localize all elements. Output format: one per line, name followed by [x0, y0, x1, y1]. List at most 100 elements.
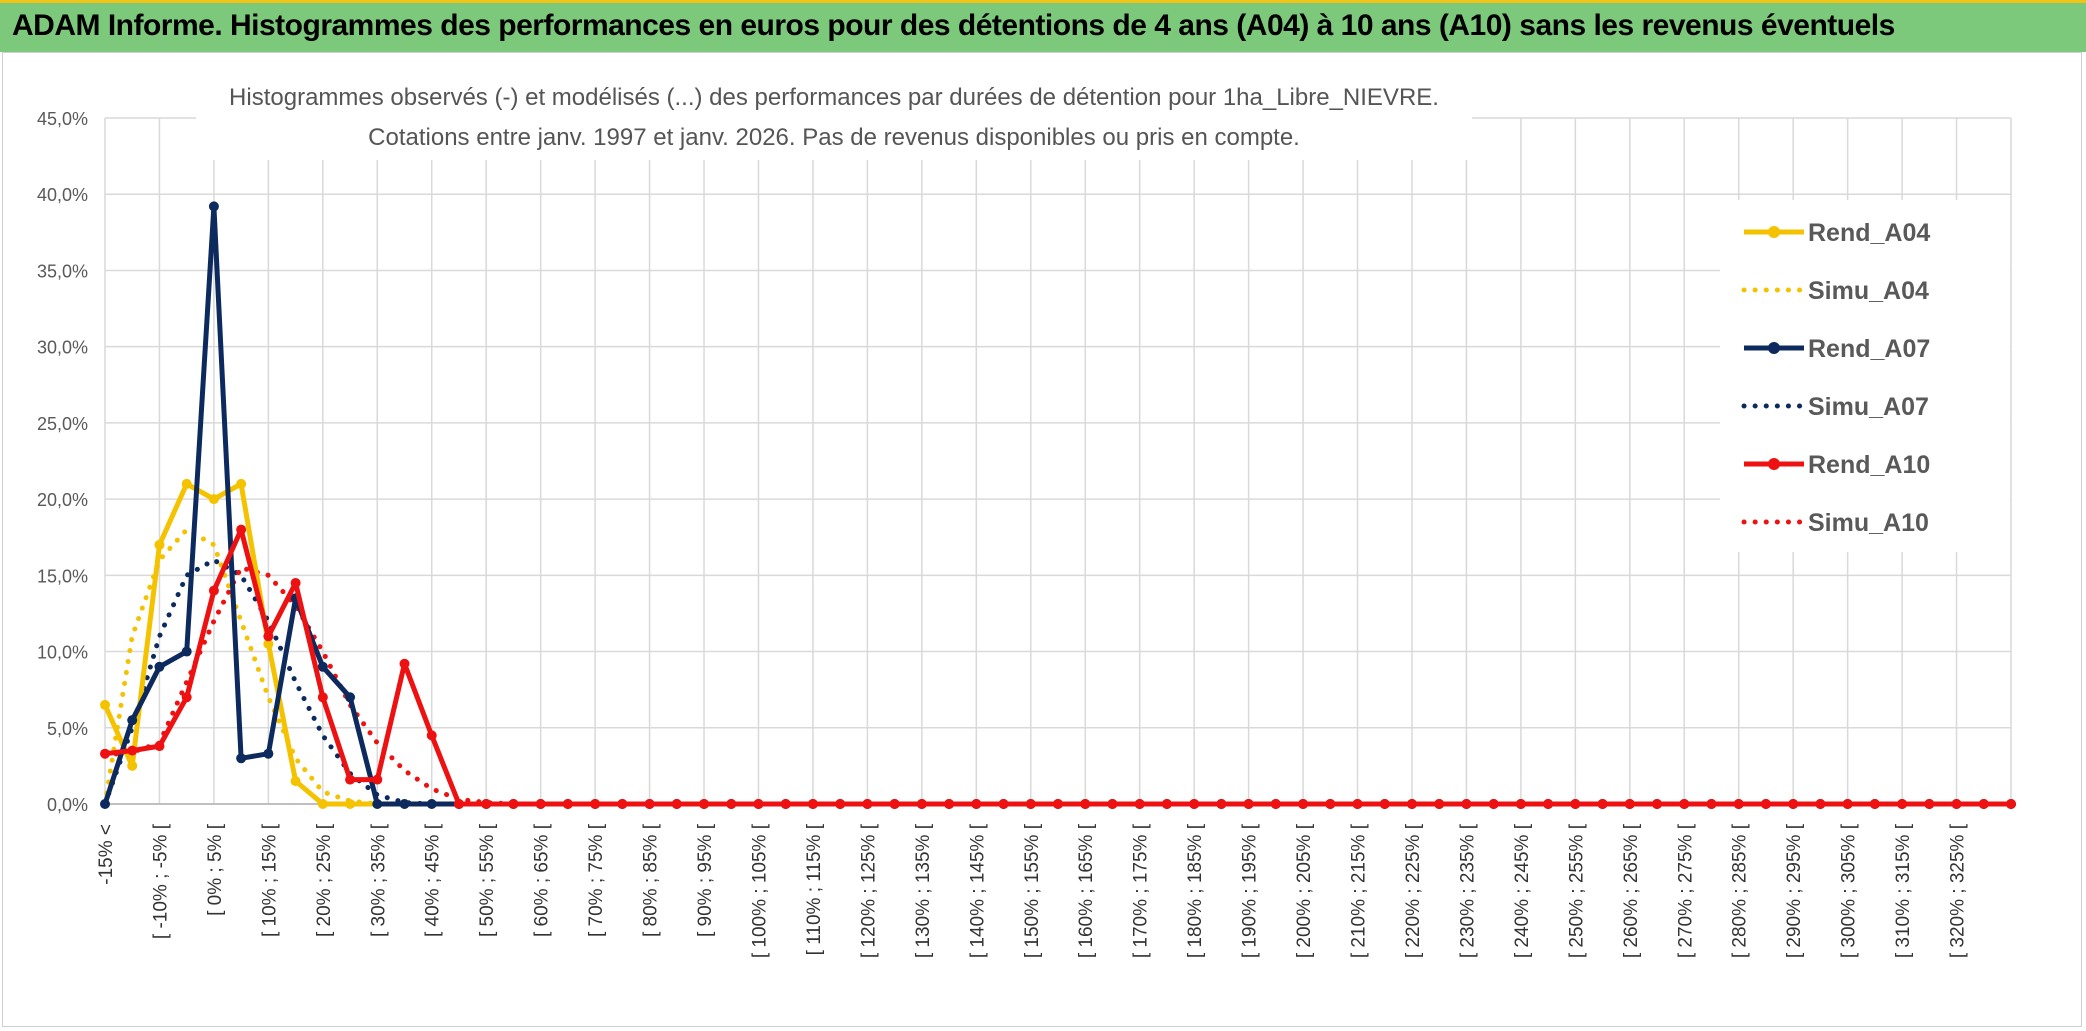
data-point — [590, 799, 601, 809]
data-point — [1978, 799, 1989, 809]
legend-item: Rend_A04 — [1744, 219, 1930, 247]
data-point — [617, 799, 628, 809]
legend-marker — [1768, 458, 1780, 470]
x-tick-label: [ 20% ; 25% [ — [314, 823, 335, 937]
data-point — [1924, 799, 1935, 809]
data-point — [699, 799, 710, 809]
data-point — [263, 748, 274, 759]
data-point — [345, 774, 356, 785]
data-point — [236, 753, 247, 764]
data-point — [1461, 799, 1472, 809]
data-point — [181, 646, 192, 657]
chart-title-line1: Histogrammes observés (-) et modélisés (… — [229, 84, 1439, 111]
x-tick-label: [ 280% ; 285% [ — [1730, 823, 1751, 958]
x-tick-label: [ 170% ; 175% [ — [1131, 823, 1152, 958]
x-tick-label: [ 100% ; 105% [ — [749, 823, 770, 958]
data-point — [399, 658, 410, 669]
data-point — [1760, 799, 1771, 809]
data-point — [1951, 799, 1962, 809]
data-point — [1134, 799, 1145, 809]
x-tick-label: [ 260% ; 265% [ — [1621, 823, 1642, 958]
data-point — [998, 799, 1009, 809]
data-point — [1352, 799, 1363, 809]
x-tick-label: -15% < — [96, 824, 117, 885]
data-point — [127, 745, 138, 756]
legend-marker — [1768, 342, 1780, 354]
legend-label: Rend_A04 — [1808, 219, 1930, 247]
data-point — [426, 730, 437, 741]
data-point — [127, 760, 138, 771]
y-axis: 0,0% 5,0% 10,0% 15,0% 20,0% 25,0% 30,0% 35,0% 40… — [37, 109, 88, 815]
data-point — [317, 692, 328, 703]
x-tick-label: [ 110% ; 115% [ — [804, 823, 825, 955]
data-point — [944, 799, 955, 809]
x-tick-label: [ 300% ; 305% [ — [1839, 823, 1860, 958]
data-point — [1842, 799, 1853, 809]
legend-label: Rend_A07 — [1808, 335, 1930, 363]
legend-item: Simu_A10 — [1741, 509, 1929, 537]
data-point — [1624, 799, 1635, 809]
data-point — [345, 799, 356, 809]
data-point — [290, 776, 301, 787]
y-tick-label: 40,0% — [37, 185, 88, 205]
x-tick-label: [ 150% ; 155% [ — [1022, 823, 1043, 958]
data-point — [1080, 799, 1091, 809]
data-point — [862, 799, 873, 809]
x-tick-label: [ 240% ; 245% [ — [1512, 823, 1533, 958]
x-tick-label: [ 210% ; 215% [ — [1349, 823, 1370, 958]
y-tick-label: 25,0% — [37, 414, 88, 434]
data-point — [1298, 799, 1309, 809]
y-tick-label: 45,0% — [37, 109, 88, 129]
data-point — [1869, 799, 1880, 809]
data-point — [263, 638, 274, 649]
x-tick-label: [ 30% ; 35% [ — [368, 823, 389, 937]
data-point — [671, 799, 682, 809]
data-point — [1733, 799, 1744, 809]
data-point — [535, 799, 546, 809]
data-point — [1270, 799, 1281, 809]
data-point — [1597, 799, 1608, 809]
data-point — [835, 799, 846, 809]
data-point — [1679, 799, 1690, 809]
x-tick-label: [ 10% ; 15% [ — [259, 823, 280, 937]
data-point — [100, 699, 110, 710]
y-tick-label: 10,0% — [37, 643, 88, 663]
data-point — [1406, 799, 1417, 809]
chart-title-line2: Cotations entre janv. 1997 et janv. 2026… — [368, 124, 1300, 151]
x-tick-label: [ 60% ; 65% [ — [532, 823, 553, 937]
data-point — [208, 585, 219, 596]
data-point — [1189, 799, 1200, 809]
x-tick-label: [ 290% ; 295% [ — [1784, 823, 1805, 958]
data-point — [1053, 799, 1063, 809]
data-point — [208, 201, 219, 212]
data-point — [971, 799, 982, 809]
y-tick-label: 30,0% — [37, 338, 88, 358]
data-point — [372, 774, 383, 785]
data-point — [1543, 799, 1554, 809]
data-point — [100, 748, 110, 759]
data-point — [290, 577, 301, 588]
x-tick-label: [ 50% ; 55% [ — [477, 823, 498, 937]
data-point — [181, 478, 192, 489]
x-tick-label: [ 190% ; 195% [ — [1240, 823, 1261, 958]
x-tick-label: [ 160% ; 165% [ — [1076, 823, 1097, 958]
data-point — [481, 799, 492, 809]
data-point — [1216, 799, 1227, 809]
data-point — [1706, 799, 1717, 809]
data-point — [317, 799, 328, 809]
legend-label: Simu_A10 — [1808, 509, 1929, 537]
data-point — [263, 631, 274, 642]
data-point — [1434, 799, 1445, 809]
x-tick-label: [ 220% ; 225% [ — [1403, 823, 1424, 958]
data-point — [127, 715, 138, 726]
data-point — [726, 799, 737, 809]
chart-gridlines — [104, 117, 2012, 805]
data-point — [236, 478, 247, 489]
y-tick-label: 15,0% — [37, 566, 88, 586]
series-Simu_A04 — [102, 527, 2014, 807]
x-tick-label: [ -10% ; -5% [ — [150, 823, 171, 939]
series-Simu_A07 — [102, 557, 2014, 807]
x-tick-label: [ 320% ; 325% [ — [1948, 823, 1969, 958]
series-Rend_A10 — [100, 524, 2016, 809]
y-tick-label: 20,0% — [37, 490, 88, 510]
